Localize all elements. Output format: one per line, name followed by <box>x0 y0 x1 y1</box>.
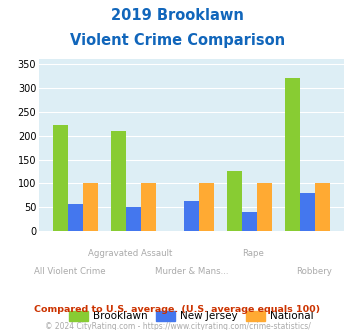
Bar <box>315 183 331 231</box>
Bar <box>53 125 68 231</box>
Bar <box>68 204 83 231</box>
Legend: Brooklawn, New Jersey, National: Brooklawn, New Jersey, National <box>65 307 318 325</box>
Bar <box>227 171 242 231</box>
Bar <box>111 131 126 231</box>
Bar <box>126 207 141 231</box>
Text: Rape: Rape <box>242 249 264 258</box>
Bar <box>199 183 214 231</box>
Bar <box>300 193 315 231</box>
Bar <box>242 212 257 231</box>
Text: Compared to U.S. average. (U.S. average equals 100): Compared to U.S. average. (U.S. average … <box>34 305 321 314</box>
Text: Robbery: Robbery <box>296 267 332 276</box>
Text: © 2024 CityRating.com - https://www.cityrating.com/crime-statistics/: © 2024 CityRating.com - https://www.city… <box>45 322 310 330</box>
Bar <box>83 183 98 231</box>
Bar <box>285 78 300 231</box>
Bar <box>141 183 156 231</box>
Text: All Violent Crime: All Violent Crime <box>34 267 105 276</box>
Text: Murder & Mans...: Murder & Mans... <box>155 267 229 276</box>
Text: 2019 Brooklawn: 2019 Brooklawn <box>111 8 244 23</box>
Bar <box>257 183 272 231</box>
Text: Aggravated Assault: Aggravated Assault <box>88 249 173 258</box>
Bar <box>184 201 199 231</box>
Text: Violent Crime Comparison: Violent Crime Comparison <box>70 33 285 48</box>
